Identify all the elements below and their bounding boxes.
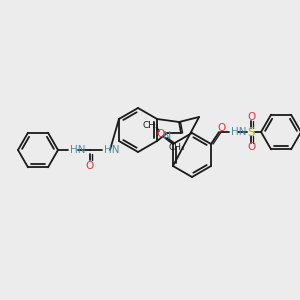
Text: HN: HN xyxy=(104,145,119,155)
Text: CH₃: CH₃ xyxy=(169,142,185,152)
Text: HN: HN xyxy=(70,145,86,155)
Text: O: O xyxy=(86,161,94,171)
Text: S: S xyxy=(248,125,255,139)
Text: N: N xyxy=(163,131,171,141)
Text: O: O xyxy=(247,112,255,122)
Text: O: O xyxy=(157,129,165,139)
Text: O: O xyxy=(247,142,255,152)
Text: O: O xyxy=(217,123,225,133)
Text: CH₃: CH₃ xyxy=(142,121,159,130)
Text: HN: HN xyxy=(231,127,247,137)
